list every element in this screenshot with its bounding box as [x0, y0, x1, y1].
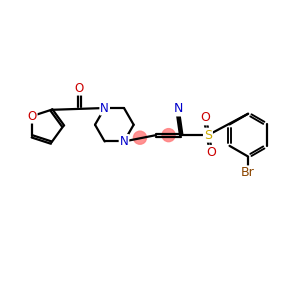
Text: O: O — [75, 82, 84, 94]
Text: O: O — [206, 146, 216, 159]
Text: S: S — [204, 129, 212, 142]
Circle shape — [134, 131, 146, 144]
Text: O: O — [27, 110, 37, 123]
Text: N: N — [100, 101, 109, 115]
Text: N: N — [120, 135, 128, 148]
Circle shape — [162, 129, 175, 142]
Text: Br: Br — [241, 167, 255, 179]
Text: N: N — [173, 103, 183, 116]
Text: O: O — [200, 111, 210, 124]
